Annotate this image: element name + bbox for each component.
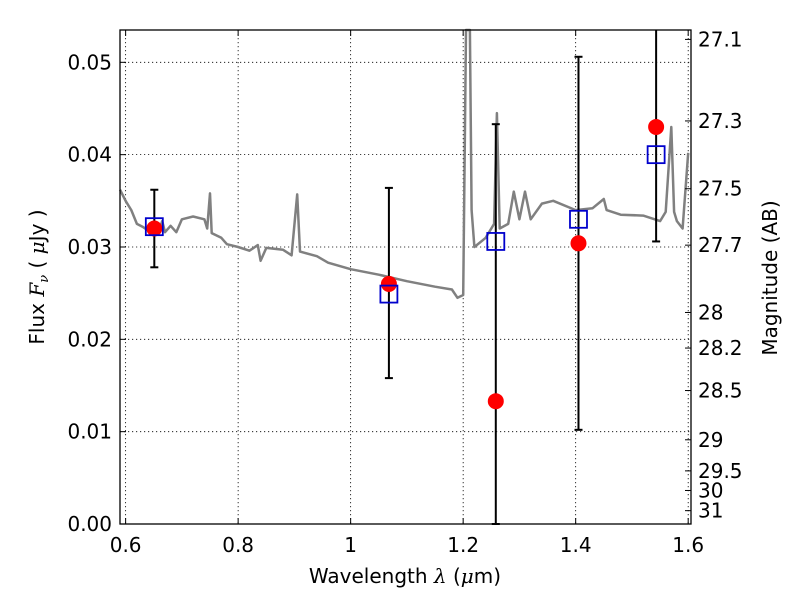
y-tick-label: 0.01 xyxy=(67,420,112,444)
y-tick-label: 0.02 xyxy=(67,327,112,351)
magnitude-tick-label: 27.1 xyxy=(698,27,743,51)
x-tick-label: 0.6 xyxy=(110,533,142,557)
magnitude-tick-label: 29.5 xyxy=(698,459,743,483)
grid xyxy=(120,30,691,524)
x-tick-label: 0.8 xyxy=(222,533,254,557)
model-spectrum xyxy=(118,28,690,300)
magnitude-axis-title: Magnitude (AB) xyxy=(758,200,782,355)
spectrum-line xyxy=(118,28,690,300)
observed-point xyxy=(487,393,504,410)
magnitude-tick-label: 28.2 xyxy=(698,336,743,360)
y-tick-label: 0.00 xyxy=(67,512,112,536)
observed-points xyxy=(146,118,665,410)
observed-point xyxy=(570,235,587,252)
magnitude-tick-label: 28.5 xyxy=(698,379,743,403)
observed-point xyxy=(648,118,665,135)
model-square xyxy=(646,145,666,165)
x-tick-label: 1.6 xyxy=(672,533,704,557)
axis-ticks: 0.6 0.8 1 1.2 1.4 1.6 0.00 0.01 0.02 0.03 0.04 0.05… xyxy=(67,27,742,557)
x-tick-label: 1.2 xyxy=(447,533,479,557)
model-square xyxy=(144,217,164,237)
y-tick-label: 0.03 xyxy=(67,235,112,259)
magnitude-tick-label: 29 xyxy=(698,428,723,452)
magnitude-tick-label: 31 xyxy=(698,499,723,523)
model-square xyxy=(486,232,506,251)
y-axis-title: Flux Fν ( μJy ) xyxy=(25,209,52,344)
x-tick-label: 1.4 xyxy=(560,533,592,557)
magnitude-tick-label: 28 xyxy=(698,300,723,324)
x-tick-label: 1 xyxy=(344,533,357,557)
y-tick-label: 0.05 xyxy=(67,50,112,74)
error-bars xyxy=(150,30,661,525)
x-axis-title: Wavelength λ (μm) xyxy=(309,564,501,588)
model-square xyxy=(379,284,399,304)
y-tick-label: 0.04 xyxy=(67,143,112,167)
magnitude-tick-label: 27.7 xyxy=(698,233,743,257)
magnitude-tick-label: 30 xyxy=(698,478,723,502)
observed-point xyxy=(380,275,397,292)
magnitude-tick-label: 27.3 xyxy=(698,109,743,133)
observed-point xyxy=(146,220,163,237)
plot-frame xyxy=(119,29,692,525)
magnitude-tick-label: 27.5 xyxy=(698,177,743,201)
model-square xyxy=(569,209,588,229)
model-photometry-points xyxy=(144,145,666,304)
